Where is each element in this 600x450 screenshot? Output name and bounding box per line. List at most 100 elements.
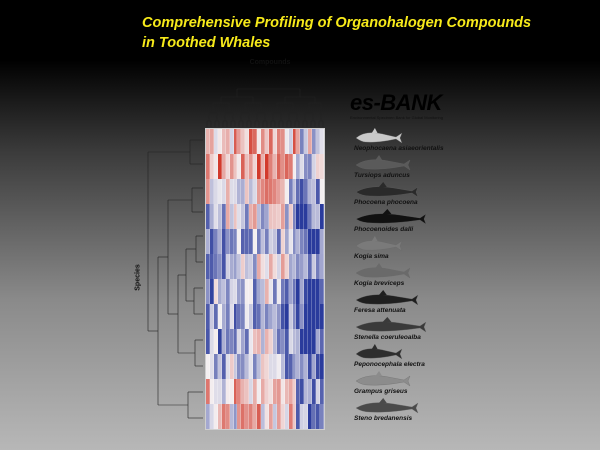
heatmap-cell [261, 154, 265, 179]
heatmap-cell [213, 179, 218, 204]
heatmap-cell [213, 379, 218, 404]
heatmap-cell [280, 304, 285, 329]
heatmap-cell [316, 404, 321, 429]
heatmap-cell [217, 279, 222, 304]
heatmap-cell [272, 204, 277, 229]
heatmap-cell [304, 204, 309, 229]
heatmap-cell [268, 329, 273, 354]
heatmap-cell [272, 229, 277, 254]
heatmap-cell [233, 279, 238, 304]
heatmap-cell [253, 254, 258, 279]
heatmap-cell [268, 379, 273, 404]
heatmap-cell [241, 354, 246, 379]
heatmap-cell [206, 404, 210, 429]
species-name: Steno bredanensis [354, 415, 413, 422]
heatmap-cell [253, 279, 258, 304]
heatmap-cell [253, 354, 258, 379]
heatmap-cell [261, 179, 265, 204]
heatmap-cell [241, 304, 246, 329]
heatmap-cell [320, 129, 324, 154]
heatmap-cell [213, 279, 218, 304]
heatmap-cell [268, 179, 273, 204]
heatmap-cell [241, 329, 246, 354]
heatmap-cell [284, 404, 289, 429]
species-item: Phocoenoides dalli [340, 209, 460, 236]
heatmap-cell [280, 354, 285, 379]
heatmap-cell [245, 329, 250, 354]
heatmap-cell [261, 204, 265, 229]
heatmap-cell [245, 229, 250, 254]
heatmap-cell [241, 254, 246, 279]
heatmap-cell [284, 254, 289, 279]
heatmap-cell [280, 129, 285, 154]
heatmap-cell [209, 229, 214, 254]
species-item: Kogia breviceps [340, 263, 460, 290]
heatmap-cell [296, 229, 301, 254]
heatmap-cell [241, 154, 246, 179]
heatmap-cell [280, 229, 285, 254]
heatmap-cell [288, 129, 293, 154]
heatmap-cell [292, 329, 297, 354]
heatmap-cell [229, 179, 234, 204]
heatmap-cell [284, 329, 289, 354]
heatmap-cell [233, 154, 238, 179]
heatmap-cell [292, 379, 297, 404]
heatmap-cell [320, 154, 324, 179]
heatmap-cell [221, 254, 226, 279]
whale-icon [355, 290, 419, 306]
heatmap-cell [276, 354, 281, 379]
heatmap-cell [296, 304, 301, 329]
heatmap-cell [288, 304, 293, 329]
heatmap-cell [221, 379, 226, 404]
heatmap-cell [276, 179, 281, 204]
heatmap-cell [312, 329, 317, 354]
heatmap-cell [225, 254, 230, 279]
whale-icon [355, 128, 403, 144]
heatmap-cell [280, 254, 285, 279]
heatmap [205, 128, 325, 430]
heatmap-cell [229, 279, 234, 304]
heatmap-cell [237, 279, 242, 304]
heatmap-cell [280, 379, 285, 404]
heatmap-cell [288, 154, 293, 179]
heatmap-cell [253, 329, 258, 354]
heatmap-cell [320, 379, 324, 404]
heatmap-cell [249, 129, 254, 154]
heatmap-cell [304, 154, 309, 179]
heatmap-cell [261, 329, 265, 354]
heatmap-cell [320, 204, 324, 229]
heatmap-cell [233, 379, 238, 404]
heatmap-cell [229, 129, 234, 154]
heatmap-cell [237, 154, 242, 179]
compounds-axis-label: Compounds [249, 59, 291, 66]
heatmap-cell [261, 379, 265, 404]
species-name: Kogia sima [354, 253, 389, 260]
heatmap-cell [288, 279, 293, 304]
heatmap-cell [304, 329, 309, 354]
heatmap-cell [217, 204, 222, 229]
heatmap-cell [213, 129, 218, 154]
heatmap-cell [225, 279, 230, 304]
heatmap-cell [272, 129, 277, 154]
heatmap-cell [209, 404, 214, 429]
heatmap-cell [241, 129, 246, 154]
heatmap-cell [265, 179, 269, 204]
heatmap-cell [206, 329, 210, 354]
heatmap-row [206, 229, 324, 254]
heatmap-cell [213, 354, 218, 379]
heatmap-cell [284, 379, 289, 404]
heatmap-cell [213, 204, 218, 229]
heatmap-cell [300, 254, 305, 279]
species-item: Stenella coeruleoalba [340, 317, 460, 344]
heatmap-cell [261, 129, 265, 154]
heatmap-cell [320, 304, 324, 329]
heatmap-cell [257, 304, 262, 329]
heatmap-cell [308, 179, 313, 204]
heatmap-cell [296, 204, 301, 229]
heatmap-cell [316, 329, 321, 354]
heatmap-cell [292, 404, 297, 429]
species-item: Steno bredanensis [340, 398, 460, 425]
heatmap-cell [300, 179, 305, 204]
heatmap-row [206, 304, 324, 329]
species-name: Tursiops aduncus [354, 172, 410, 179]
